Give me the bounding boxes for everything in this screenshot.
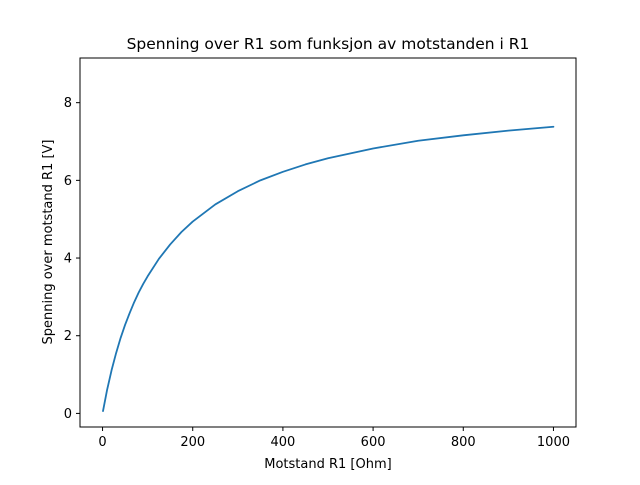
series-line-group [102,125,555,412]
x-tick-label: 0 [98,435,106,450]
x-axis-ticks: 0 200 400 600 800 1000 [98,427,570,450]
x-tick-label: 200 [180,435,205,450]
y-axis-ticks: 0 2 4 6 8 [64,96,80,422]
y-tick-label: 4 [64,252,72,267]
chart-title: Spenning over R1 som funksjon av motstan… [127,35,530,53]
x-tick-label: 400 [270,435,295,450]
x-tick-label: 600 [361,435,386,450]
y-tick-label: 2 [64,329,72,344]
x-tick-label: 800 [451,435,476,450]
y-tick-label: 0 [64,407,72,422]
y-tick-label: 6 [64,174,72,189]
x-tick-label: 1000 [537,435,570,450]
axes-frame [79,57,577,428]
y-tick-label: 8 [64,96,72,111]
x-axis-label: Motstand R1 [Ohm] [264,457,391,472]
series-line-0 [102,125,555,412]
y-axis-label: Spenning over motstand R1 [V] [41,140,56,345]
